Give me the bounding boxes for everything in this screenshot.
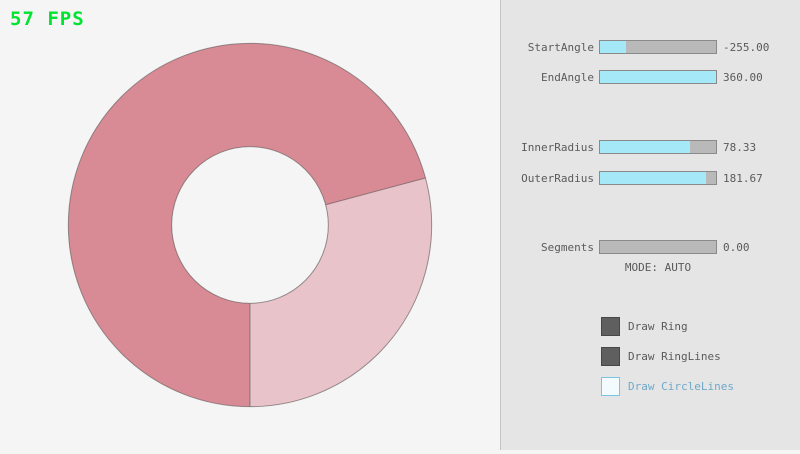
start-angle-slider-fill [600,41,626,53]
end-angle-slider[interactable] [599,70,717,84]
inner-radius-value: 78.33 [723,140,757,154]
draw-ringlines-label: Draw RingLines [628,350,721,363]
inner-radius-slider-fill [600,141,691,153]
end-angle-value: 360.00 [723,70,763,84]
start-angle-label: StartAngle [527,40,594,54]
end-angle-slider-fill [600,71,716,83]
draw-circlelines-checkbox[interactable] [601,377,620,396]
outer-radius-slider-fill [600,172,706,184]
slider-row-outer-radius: OuterRadius 181.67 [501,171,800,185]
outer-radius-slider[interactable] [599,171,717,185]
checkbox-row-draw-circlelines: Draw CircleLines [601,377,734,396]
slider-row-segments: Segments 0.00 [501,240,800,254]
controls-panel: StartAngle -255.00 EndAngle 360.00 Inner… [500,0,800,450]
fps-counter: 57 FPS [10,8,85,30]
outer-radius-label: OuterRadius [521,171,594,185]
start-angle-slider[interactable] [599,40,717,54]
draw-circlelines-label: Draw CircleLines [628,380,734,393]
checkbox-row-draw-ringlines: Draw RingLines [601,347,721,366]
segments-slider[interactable] [599,240,717,254]
draw-ringlines-checkbox[interactable] [601,347,620,366]
draw-ring-checkbox[interactable] [601,317,620,336]
inner-radius-label: InnerRadius [521,140,594,154]
ring-canvas: 57 FPS [10,8,433,408]
slider-row-end-angle: EndAngle 360.00 [501,70,800,84]
draw-ring-label: Draw Ring [628,320,688,333]
outer-radius-value: 181.67 [723,171,763,185]
segments-value: 0.00 [723,240,750,254]
ring-inner-hole [171,146,329,304]
slider-row-start-angle: StartAngle -255.00 [501,40,800,54]
checkbox-row-draw-ring: Draw Ring [601,317,688,336]
segments-mode-label: MODE: AUTO [624,261,692,274]
ring-radial-line-right [325,177,426,206]
end-angle-label: EndAngle [541,70,594,84]
ring-drawing [67,42,433,408]
start-angle-value: -255.00 [723,40,770,54]
segments-label: Segments [541,240,594,254]
ring-light-sector [250,177,432,407]
inner-radius-slider[interactable] [599,140,717,154]
slider-row-inner-radius: InnerRadius 78.33 [501,140,800,154]
